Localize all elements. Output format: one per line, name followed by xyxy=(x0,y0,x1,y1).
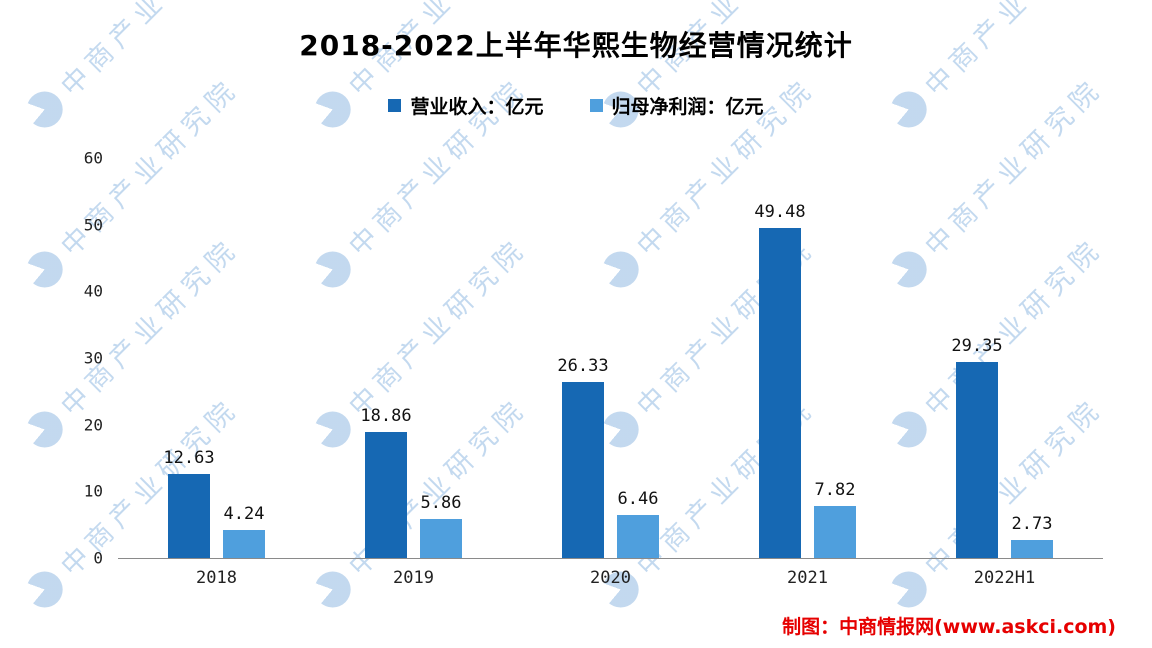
bar: 18.86 xyxy=(360,158,412,558)
bar-value-label: 2.73 xyxy=(1011,513,1053,534)
bar-value-label: 7.82 xyxy=(814,479,856,500)
x-tick-label: 2020 xyxy=(590,568,631,588)
bar: 29.35 xyxy=(951,158,1003,558)
y-axis: 0 10 20 30 40 50 60 xyxy=(55,149,103,568)
bar-group: 12.63 4.24 xyxy=(163,158,265,558)
legend-label: 营业收入：亿元 xyxy=(410,96,544,118)
bar: 7.82 xyxy=(814,158,856,558)
bar-group: 49.48 7.82 xyxy=(754,158,856,558)
bar: 49.48 xyxy=(754,158,806,558)
legend-label: 归母净利润：亿元 xyxy=(611,96,764,118)
legend-swatch xyxy=(388,99,402,112)
legend-item: 归母净利润：亿元 xyxy=(589,92,764,119)
bar: 26.33 xyxy=(557,158,609,558)
bar-value-label: 29.35 xyxy=(951,336,1003,357)
legend-item: 营业收入：亿元 xyxy=(388,92,544,119)
y-tick-label: 30 xyxy=(83,348,103,368)
bar-rect xyxy=(365,432,407,558)
bar-value-label: 26.33 xyxy=(557,356,609,377)
bar-rect xyxy=(617,514,659,558)
legend: 营业收入：亿元 归母净利润：亿元 xyxy=(0,92,1152,119)
x-tick-label: 2022H1 xyxy=(973,568,1036,588)
bar-rect xyxy=(420,518,462,558)
bar-rect xyxy=(814,505,856,558)
y-tick-label: 10 xyxy=(83,481,103,501)
bar: 6.46 xyxy=(617,158,659,558)
bar-value-label: 49.48 xyxy=(754,202,806,223)
y-tick-label: 0 xyxy=(93,548,103,568)
bar-value-label: 6.46 xyxy=(617,488,659,509)
y-tick-label: 20 xyxy=(83,415,103,435)
bar-rect xyxy=(956,362,998,558)
bar-group: 18.86 5.86 xyxy=(360,158,462,558)
bar: 12.63 xyxy=(163,158,215,558)
bar: 4.24 xyxy=(223,158,265,558)
legend-swatch xyxy=(589,99,603,112)
bar: 5.86 xyxy=(420,158,462,558)
bar-value-label: 18.86 xyxy=(360,406,412,427)
bar-rect xyxy=(562,382,604,558)
y-tick-label: 50 xyxy=(83,215,103,235)
y-tick-label: 60 xyxy=(83,148,103,168)
y-tick-label: 40 xyxy=(83,281,103,301)
x-axis: 2018 2019 2020 2021 2022H1 xyxy=(118,568,1103,588)
bar-group: 26.33 6.46 xyxy=(557,158,659,558)
bar-rect xyxy=(168,473,210,558)
plot-area: 12.63 4.24 18.86 5.86 26.33 6.46 49.48 7.82 29.3… xyxy=(118,158,1103,559)
bar-group: 29.35 2.73 xyxy=(951,158,1053,558)
x-tick-label: 2021 xyxy=(787,568,828,588)
bar-rect xyxy=(223,529,265,558)
bar: 2.73 xyxy=(1011,158,1053,558)
bar-rect xyxy=(1011,539,1053,558)
x-tick-label: 2018 xyxy=(196,568,237,588)
x-tick-label: 2019 xyxy=(393,568,434,588)
bar-value-label: 12.63 xyxy=(163,447,215,468)
bar-value-label: 5.86 xyxy=(420,492,462,513)
chart-title: 2018-2022上半年华熙生物经营情况统计 xyxy=(299,29,853,62)
bar-rect xyxy=(759,228,801,558)
credit-text: 制图：中商情报网(www.askci.com) xyxy=(782,616,1116,638)
bar-value-label: 4.24 xyxy=(223,503,265,524)
